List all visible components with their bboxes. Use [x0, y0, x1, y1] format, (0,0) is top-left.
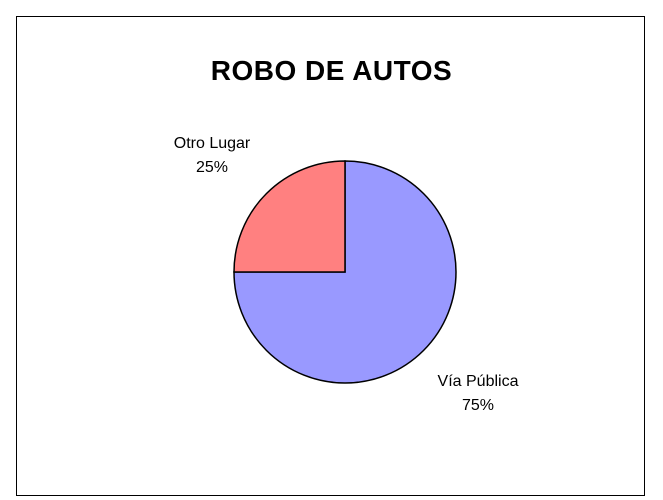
slice-label: Otro Lugar [174, 135, 251, 152]
chart-title: ROBO DE AUTOS [210, 55, 453, 86]
slice-label: Vía Pública [438, 373, 519, 390]
slice-percent-label: 75% [462, 397, 494, 414]
pie-chart: Vía Pública 75% Otro Lugar 25% [174, 135, 519, 414]
chart-frame: ROBO DE AUTOS Vía Pública 75% Otro Lugar 25… [16, 16, 645, 496]
pie-slice [233, 160, 346, 273]
slice-percent-label: 25% [196, 159, 228, 176]
